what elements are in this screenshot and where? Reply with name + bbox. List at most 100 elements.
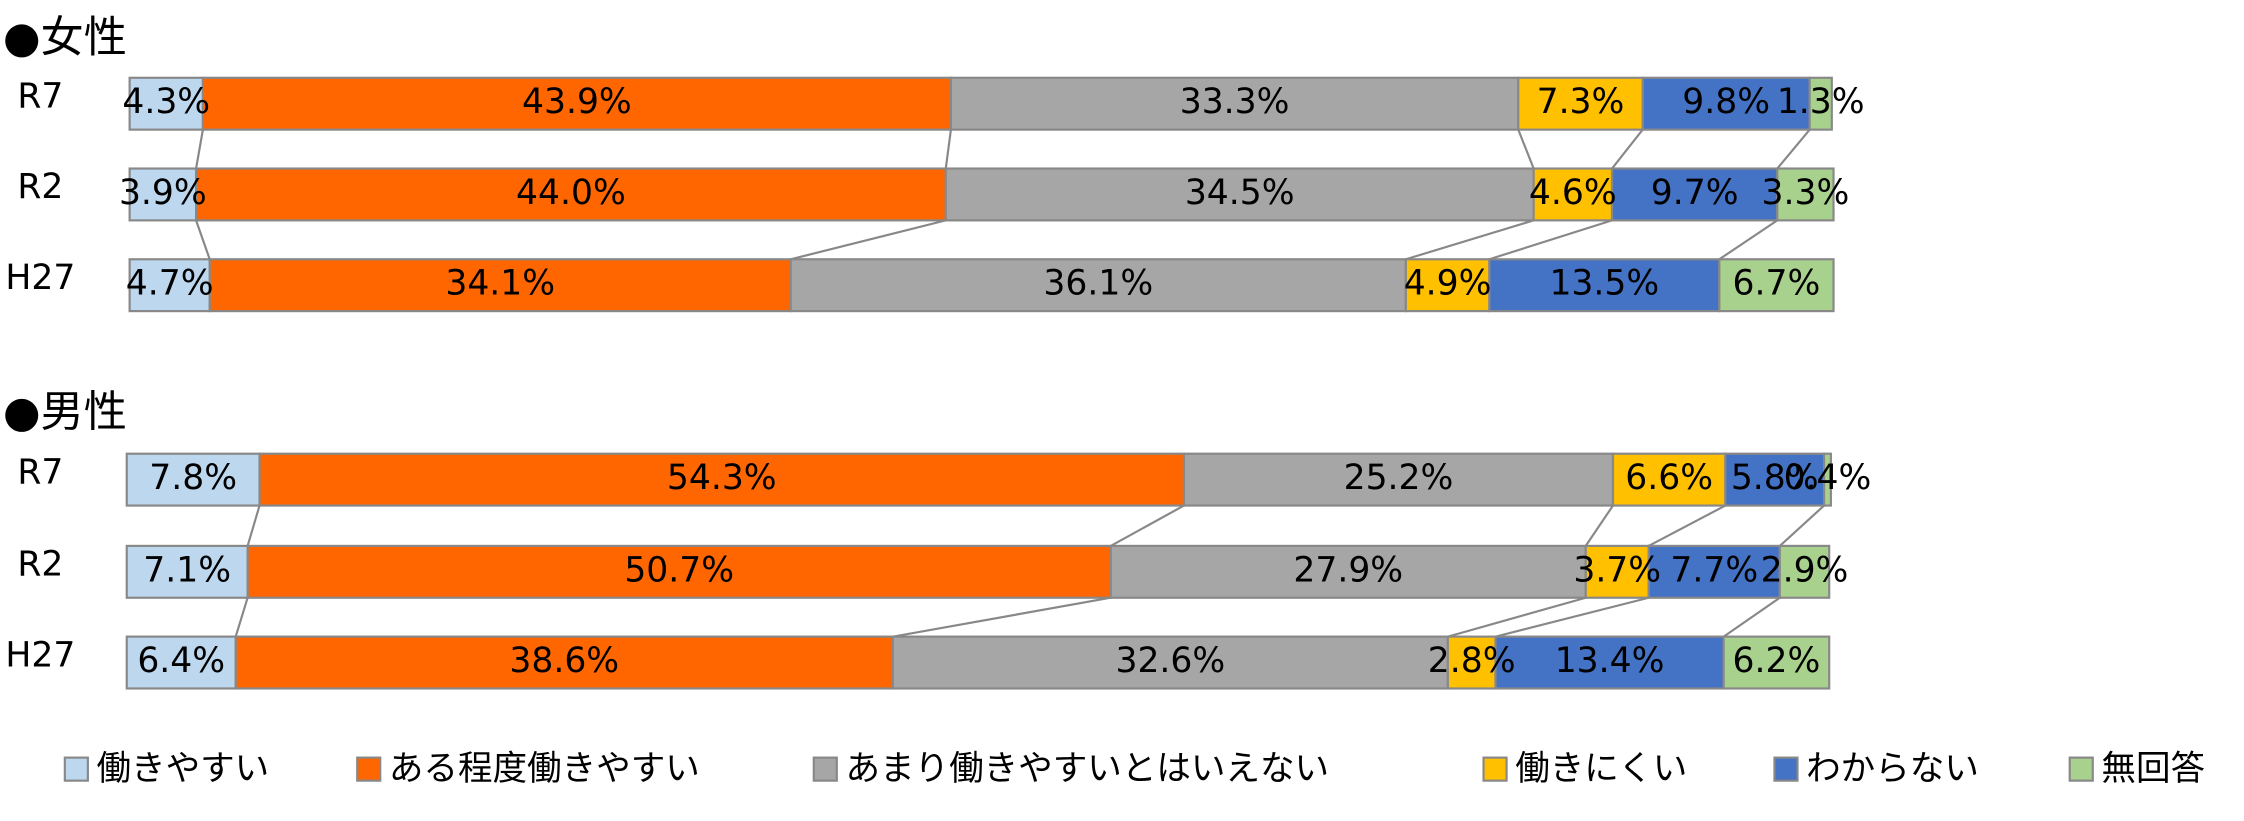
legend-swatch <box>356 756 382 782</box>
connector <box>1718 219 1778 261</box>
bar-segment <box>201 76 952 131</box>
value-label: 25.2% <box>1344 458 1454 498</box>
bar-segment <box>1823 452 1832 507</box>
category-label: R7 <box>17 452 63 492</box>
category-label: R2 <box>17 545 63 585</box>
value-label: 0.4% <box>1784 458 1872 498</box>
value-label: 50.7% <box>624 550 734 590</box>
legend-swatch <box>1773 756 1799 782</box>
legend-label: ある程度働きやすい <box>389 749 700 789</box>
bar-segment <box>1724 452 1826 507</box>
value-label: 4.6% <box>1529 173 1617 213</box>
connector <box>1405 219 1534 261</box>
value-label: 4.3% <box>122 82 210 122</box>
bar-segment <box>128 167 198 222</box>
bar-segment <box>1611 452 1727 507</box>
value-label: 6.4% <box>137 641 225 681</box>
legend-swatch <box>63 756 89 782</box>
legend-label: 無回答 <box>2101 749 2205 789</box>
bar-segment <box>891 635 1449 690</box>
bar-segment <box>1488 258 1721 313</box>
value-label: 9.8% <box>1682 82 1770 122</box>
legend-label: あまり働きやすいとはいえない <box>845 749 1329 789</box>
value-label: 34.5% <box>1185 173 1295 213</box>
value-label: 34.1% <box>445 264 555 304</box>
value-label: 6.2% <box>1733 641 1821 681</box>
value-label: 1.3% <box>1777 82 1865 122</box>
connector <box>1648 504 1726 547</box>
chart-title: ●女性 <box>3 13 127 63</box>
value-label: 44.0% <box>516 173 626 213</box>
value-label: 6.6% <box>1625 458 1713 498</box>
bar-segment <box>944 167 1535 222</box>
connector <box>234 597 249 637</box>
connector <box>1611 128 1644 170</box>
value-label: 3.7% <box>1573 550 1661 590</box>
value-label: 7.3% <box>1537 82 1625 122</box>
value-label: 2.8% <box>1428 641 1516 681</box>
bar-segment <box>1404 258 1491 313</box>
bar-segment <box>1647 544 1781 599</box>
chart-title: ●男性 <box>3 387 127 437</box>
bar-segment <box>208 258 792 313</box>
bar-segment <box>234 635 894 690</box>
value-label: 3.3% <box>1762 173 1850 213</box>
value-label: 4.7% <box>126 264 214 304</box>
bar-segment <box>1641 76 1811 131</box>
value-label: 7.1% <box>143 550 231 590</box>
value-label: 6.7% <box>1733 264 1821 304</box>
legend-label: 働きにくい <box>1515 749 1687 789</box>
value-label: 36.1% <box>1043 264 1153 304</box>
bar-segment <box>789 258 1407 313</box>
value-label: 5.8% <box>1731 458 1819 498</box>
legend-label: わからない <box>1806 749 1979 789</box>
connector <box>1495 596 1649 638</box>
bar-segment <box>125 452 261 507</box>
value-label: 13.4% <box>1555 641 1665 681</box>
connector <box>1110 504 1185 547</box>
bar-segment <box>1446 635 1497 690</box>
connector <box>195 220 211 260</box>
value-label: 32.6% <box>1115 641 1225 681</box>
bar-segment <box>1610 167 1779 222</box>
category-label: H27 <box>5 635 75 675</box>
category-label: R7 <box>17 76 63 116</box>
connector <box>1779 504 1825 547</box>
connector <box>892 596 1111 638</box>
connector <box>1447 596 1587 638</box>
bar-segment <box>1808 76 1833 131</box>
connector <box>1489 219 1613 261</box>
value-label: 27.9% <box>1293 550 1403 590</box>
value-label: 9.7% <box>1651 173 1739 213</box>
legend-label: 働きやすい <box>97 749 270 789</box>
bar-segment <box>128 258 211 313</box>
value-label: 3.9% <box>119 173 207 213</box>
bar-segment <box>949 76 1520 131</box>
value-label: 38.6% <box>509 641 619 681</box>
connector <box>1584 504 1614 547</box>
category-label: R2 <box>17 167 63 207</box>
value-label: 7.8% <box>149 458 237 498</box>
connector <box>790 219 947 261</box>
bar-segment <box>1109 544 1587 599</box>
bar-segment <box>1494 635 1725 690</box>
bar-segment <box>128 76 204 131</box>
value-label: 4.9% <box>1404 264 1492 304</box>
value-label: 2.9% <box>1761 550 1849 590</box>
value-label: 43.9% <box>522 82 632 122</box>
connector <box>1517 129 1535 169</box>
legend-swatch <box>812 756 838 782</box>
value-label: 54.3% <box>667 458 777 498</box>
bar-segment <box>1778 544 1831 599</box>
value-label: 33.3% <box>1180 82 1290 122</box>
bar-segment <box>1718 258 1835 313</box>
value-label: 7.7% <box>1670 550 1758 590</box>
connector <box>1776 128 1811 170</box>
connector <box>944 129 952 169</box>
category-label: H27 <box>5 258 75 298</box>
value-label: 13.5% <box>1549 264 1659 304</box>
connector <box>1723 596 1781 638</box>
bar-segment <box>258 452 1186 507</box>
